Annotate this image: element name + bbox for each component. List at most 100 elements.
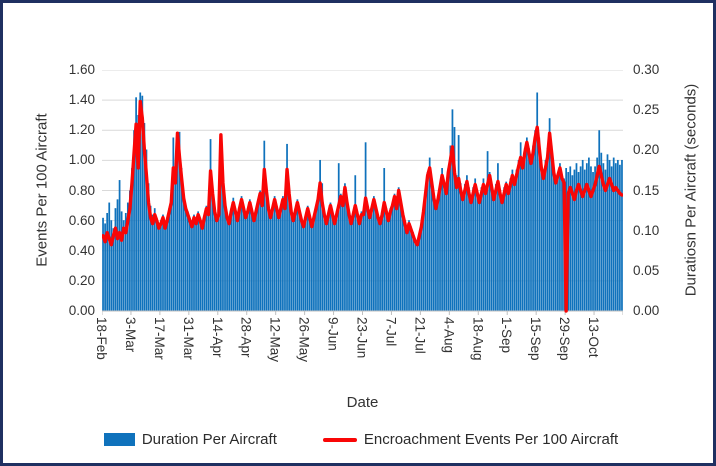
bar: [550, 145, 553, 311]
bar: [443, 181, 446, 311]
bar: [461, 193, 464, 311]
bar: [304, 214, 307, 311]
bar: [108, 202, 111, 311]
bar: [428, 157, 431, 311]
bar: [418, 232, 421, 311]
bar: [590, 166, 592, 311]
bar: [207, 211, 210, 311]
bar: [215, 217, 218, 311]
bar: [523, 147, 526, 311]
bar: [259, 190, 262, 311]
bar: [370, 205, 373, 311]
bar: [288, 190, 290, 311]
bar: [164, 223, 166, 311]
bar: [329, 202, 332, 311]
bar: [174, 175, 177, 311]
bar: [571, 175, 574, 311]
bar: [104, 223, 106, 311]
bar: [408, 220, 410, 311]
bar: [261, 202, 264, 311]
left-axis-tick: 0.00: [68, 303, 95, 318]
bar: [354, 175, 357, 311]
bar: [337, 163, 340, 311]
bar: [300, 217, 303, 311]
legend-item-duration: Duration Per Aircraft: [103, 431, 277, 448]
bar: [383, 168, 386, 311]
right-axis-tick: 0.10: [633, 222, 660, 238]
bar: [360, 211, 363, 311]
bar: [137, 114, 140, 311]
bar: [228, 220, 231, 311]
bar: [246, 208, 249, 311]
bar: [236, 217, 239, 311]
bar: [497, 163, 499, 311]
bar: [554, 178, 557, 311]
bar: [217, 208, 220, 311]
bar: [424, 190, 427, 311]
legend-label-duration: Duration Per Aircraft: [141, 431, 277, 448]
x-axis-label: 28-Apr: [238, 317, 254, 358]
x-axis-label: 31-Mar: [180, 317, 196, 360]
bar: [238, 205, 241, 311]
bar: [598, 130, 601, 311]
bar: [480, 187, 483, 311]
bar: [600, 152, 603, 311]
bar: [135, 97, 137, 311]
bar: [579, 166, 582, 311]
bar: [468, 187, 470, 311]
bar: [573, 169, 576, 311]
left-axis-tick: 1.40: [68, 92, 95, 108]
bar: [528, 147, 530, 311]
bar: [445, 190, 448, 311]
bar: [184, 205, 187, 311]
bar: [511, 169, 514, 311]
bar: [368, 214, 371, 311]
bar: [124, 212, 127, 311]
bar: [525, 137, 528, 311]
bar: [269, 214, 272, 311]
bar: [501, 196, 503, 311]
x-axis-title: Date: [346, 394, 379, 411]
bar: [346, 199, 348, 311]
bar: [542, 172, 545, 311]
bar: [395, 205, 398, 311]
bar: [341, 202, 344, 311]
bar: [102, 217, 104, 311]
bar: [604, 169, 607, 311]
bar: [466, 175, 468, 311]
bar: [459, 183, 462, 311]
bar: [519, 142, 522, 311]
bar: [195, 220, 197, 311]
bar: [606, 154, 609, 311]
bar: [170, 197, 173, 311]
x-axis-label: 4-Aug: [441, 317, 457, 354]
bar: [373, 196, 375, 311]
bar: [494, 184, 497, 311]
bar: [594, 166, 596, 311]
bar: [310, 223, 313, 311]
bar: [391, 202, 394, 311]
bar: [248, 199, 251, 311]
legend: Duration Per Aircraft Encroachment Event…: [3, 431, 713, 448]
bar: [126, 202, 129, 311]
bar: [569, 166, 572, 311]
bar: [513, 178, 516, 311]
bar: [375, 205, 377, 311]
bar: [331, 211, 334, 311]
x-axis-label: 13-Oct: [586, 317, 602, 358]
bar: [118, 180, 121, 311]
bar: [561, 175, 563, 311]
bar: [313, 214, 315, 311]
right-axis-title: Duratiosn Per Aircraft (seconds): [682, 83, 700, 297]
bar: [323, 211, 326, 311]
legend-item-encroachment: Encroachment Events Per 100 Aircraft: [322, 431, 618, 448]
bar: [515, 169, 518, 311]
right-axis-tick: 0.25: [633, 102, 660, 118]
bar: [350, 220, 352, 311]
x-axis-label: 9-Jun: [325, 317, 341, 351]
bar: [356, 211, 359, 311]
bar: [463, 184, 466, 311]
bar: [538, 137, 541, 311]
bar: [106, 212, 109, 311]
bar: [447, 168, 450, 311]
